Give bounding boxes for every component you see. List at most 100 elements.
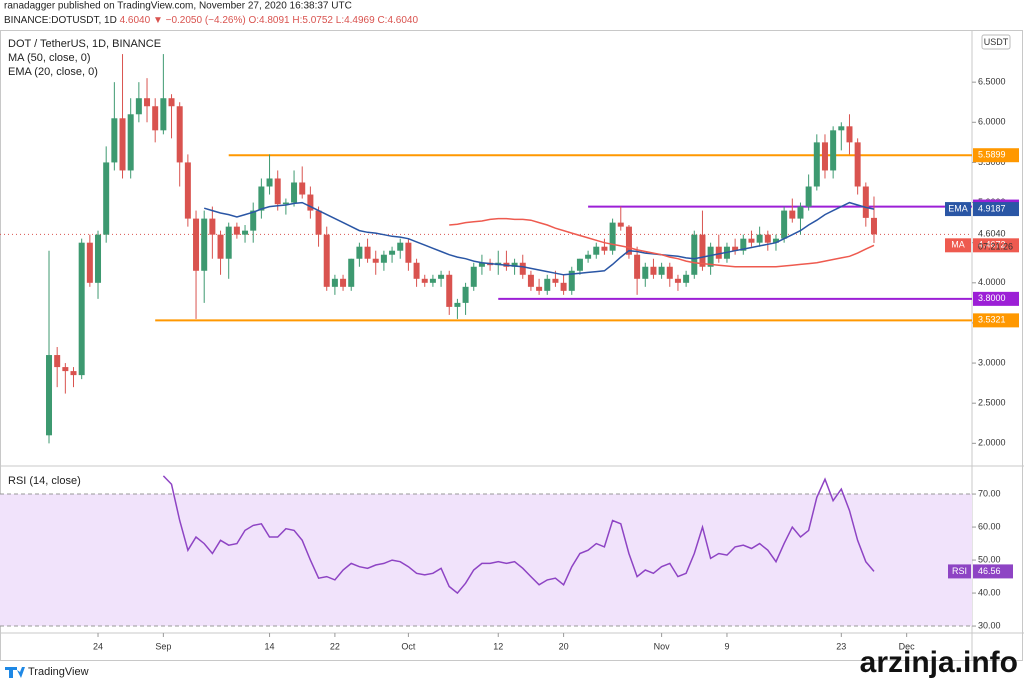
candle-body [454,302,461,307]
candle-body [511,262,518,267]
y-tick-label: 2.0000 [978,438,1006,448]
candle-body [160,98,167,131]
candle-body [209,218,216,235]
x-tick-label: 20 [559,641,569,651]
y-tick-label: 3.0000 [978,357,1006,367]
candle-body [462,286,469,303]
candle-body [732,246,739,251]
candle-body [413,262,420,279]
rsi-value: 46.56 [978,566,1001,576]
candle-body [233,226,240,235]
candle-body [103,162,110,235]
candle-body [764,234,771,243]
candle-body [46,355,53,436]
candle-body [838,126,845,131]
candle-body [356,246,363,259]
candle-body [658,266,665,275]
watermark: arzinja.info [860,646,1018,679]
candle-body [119,118,126,171]
candle-body [756,234,763,243]
candle-body [372,258,379,263]
candle-body [544,278,551,291]
rsi-y-tick-label: 30.00 [978,620,1001,630]
candle-body [348,258,355,287]
y-tick-label: 6.5000 [978,77,1006,87]
candle-body [323,234,330,287]
candle-body [282,202,289,205]
candle-body [135,98,142,115]
candle-body [421,278,428,283]
candle-body [576,258,583,271]
candle-body [250,210,257,231]
candle-body [568,270,575,291]
candle-body [291,182,298,203]
level-label: 3.8000 [978,293,1006,303]
x-tick-label: 24 [93,641,103,651]
ohlc: O:4.8091 H:5.0752 L:4.4969 C:4.6040 [248,15,418,26]
candle-body [176,106,183,163]
candle-body [429,278,436,283]
candle-body [470,266,477,287]
candle-body [585,254,592,259]
footer: TradingView [28,666,89,678]
candle-body [54,355,61,368]
level-label: 3.5321 [978,315,1006,325]
candle-body [854,142,861,187]
candle-body [781,210,788,239]
candle-body [438,274,445,279]
candle-body [715,246,722,259]
rsi-y-tick-label: 40.00 [978,587,1001,597]
candle-body [86,242,93,283]
candle-body [617,222,624,227]
candle-body [144,98,151,107]
candle-body [748,238,755,243]
candle-body [642,266,649,279]
candle-body [707,246,714,267]
candle-body [536,286,543,291]
x-tick-label: 9 [724,641,729,651]
currency: USDT [984,37,1009,47]
candle-body [650,266,657,275]
level-label: 5.5899 [978,150,1006,160]
candle-body [168,98,175,107]
ma-line [203,201,875,276]
candle-body [340,278,347,287]
rsi-band [0,494,972,627]
candle-body [674,278,681,283]
candle-body [552,278,559,283]
author-line: ranadagger published on TradingView.com,… [4,1,352,12]
candle-body [266,178,273,187]
candle-body [593,246,600,255]
candle-body [258,186,265,211]
candle-body [78,242,85,376]
chart-title: DOT / TetherUS, 1D, BINANCE [8,38,161,50]
footer-logo [5,667,25,678]
legend-ma: MA (50, close, 0) [8,52,91,64]
candle-body [846,126,853,143]
rsi-tag: RSI [952,566,967,576]
candle-body [405,242,412,263]
candle-body [397,242,404,251]
candle-body [201,218,208,271]
series-value: 4.4672 [978,240,1006,250]
candle-body [870,217,877,235]
rsi-y-tick-label: 50.00 [978,554,1001,564]
candle-body [299,182,306,195]
candle-body [683,274,690,283]
series-value: 4.9187 [978,203,1006,213]
candle-body [805,186,812,207]
series-value-box [973,202,1019,217]
candle-body [609,222,616,251]
x-tick-label: 14 [265,641,275,651]
candle-body [772,238,779,243]
candle-body [527,274,534,287]
candle-body [797,206,804,219]
candle-body [813,142,820,187]
y-tick-label: 4.0000 [978,277,1006,287]
rsi-y-tick-label: 70.00 [978,488,1001,498]
series-tag: MA [951,240,965,250]
candle-body [95,234,102,283]
quote: 4.6040 ▼ −0.2050 (−4.26%) [120,15,246,26]
x-tick-label: Nov [654,641,671,651]
candle-body [331,278,338,287]
